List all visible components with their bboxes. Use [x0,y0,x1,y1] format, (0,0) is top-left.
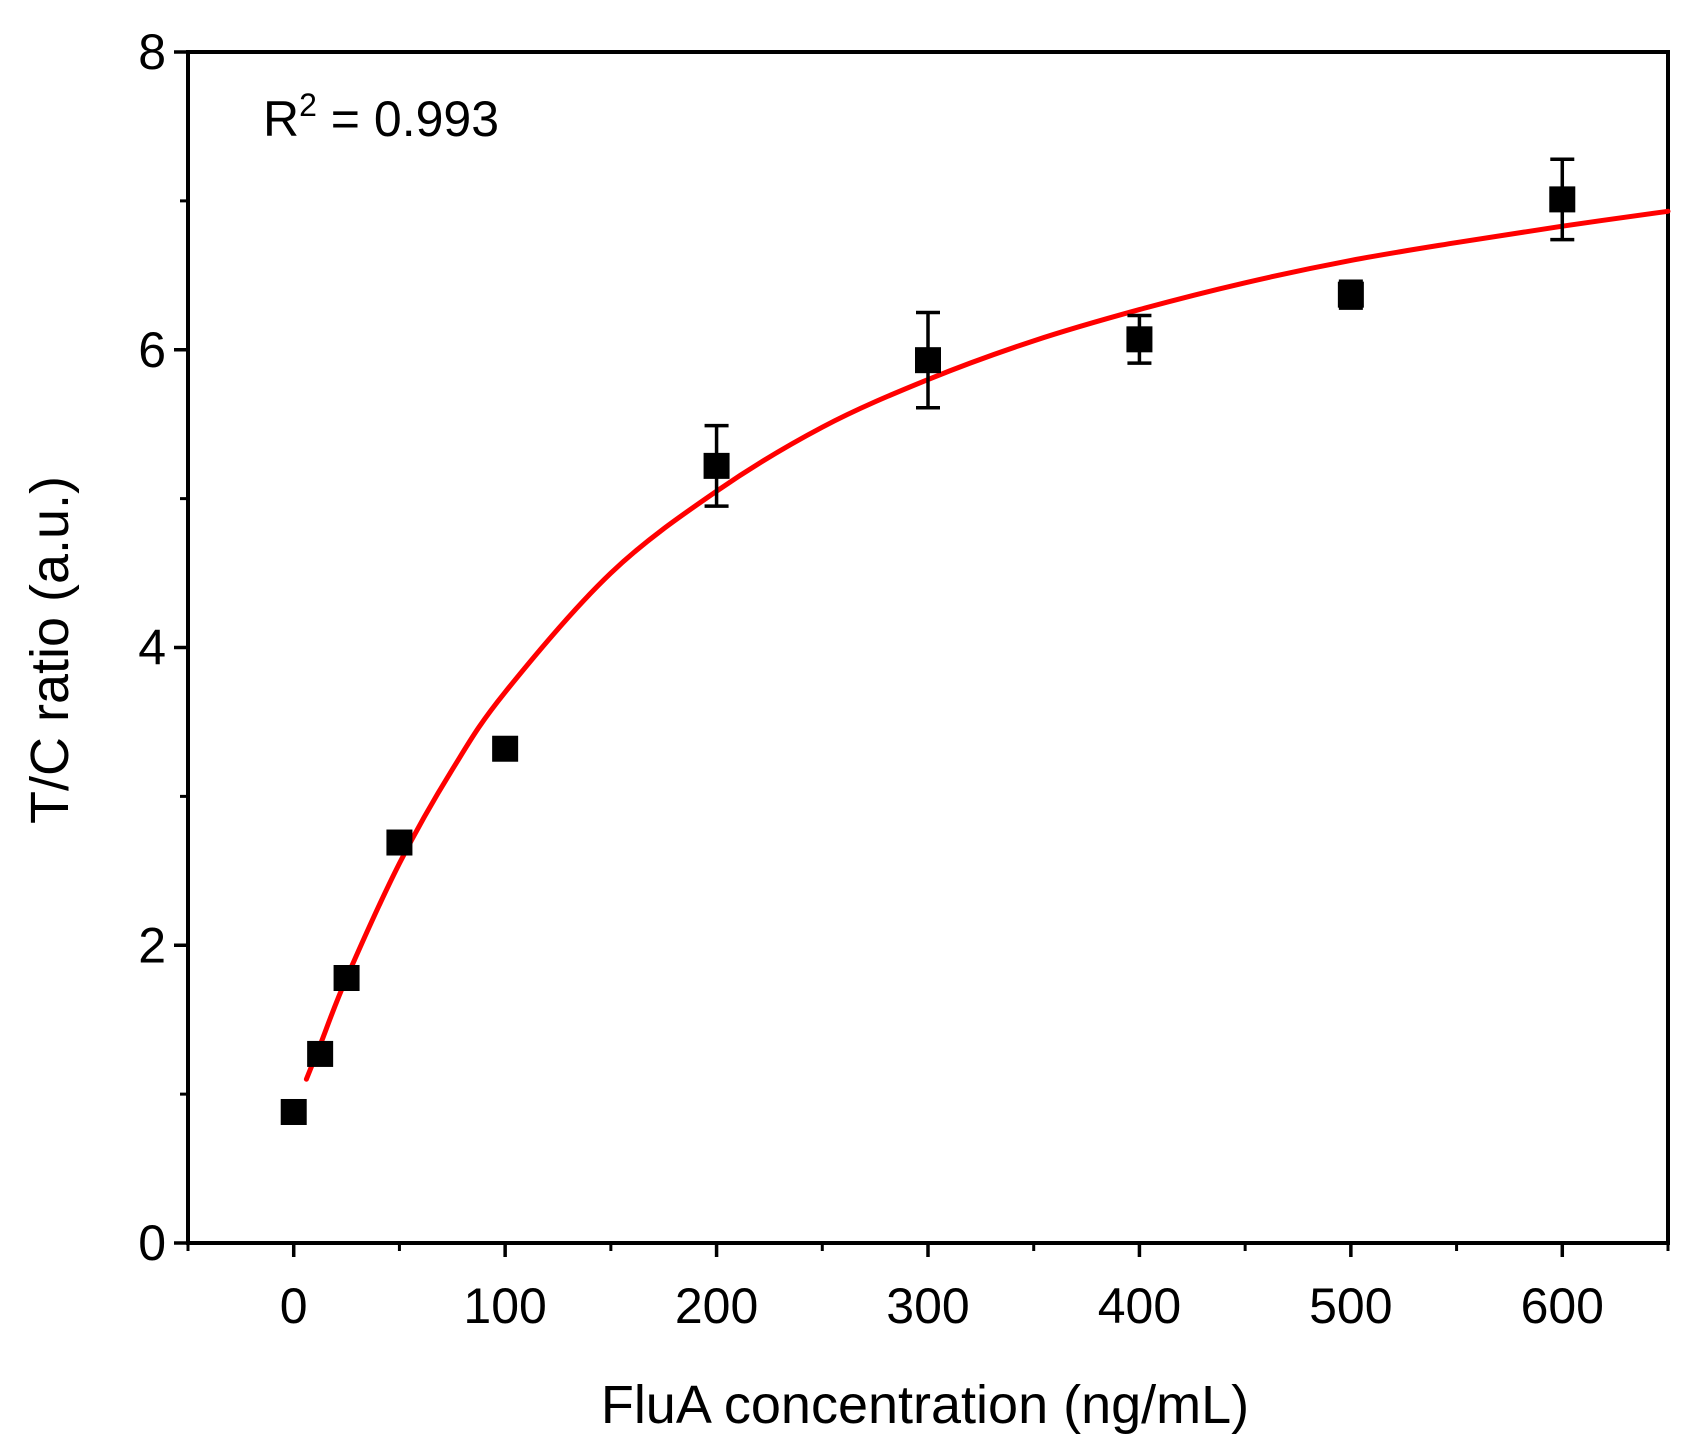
x-tick-label: 500 [1309,1278,1392,1334]
x-axis: 0 100 200 300 400 500 600 [186,1243,1670,1334]
data-point [1126,313,1153,365]
x-tick-label: 600 [1521,1278,1604,1334]
x-tick-label: 100 [463,1278,546,1334]
x-axis-title: FluA concentration (ng/mL) [601,1375,1249,1435]
data-point [1337,279,1364,310]
r-squared-annotation: R2 = 0.993 [263,87,499,147]
data-point [1549,157,1576,242]
square-marker [492,735,519,762]
plot-frame [186,50,1670,1245]
data-points-layer [280,157,1576,1125]
square-marker [1337,281,1364,308]
square-marker [915,347,941,374]
y-axis: 0 2 4 6 8 [138,24,188,1271]
square-marker [1549,186,1576,213]
fit-curve [303,208,1671,1082]
data-point [492,735,519,762]
y-tick-label: 8 [138,24,166,80]
square-marker [1126,326,1153,353]
r-squared-superscript: 2 [299,87,317,123]
data-point [280,1098,307,1125]
data-point [703,423,730,508]
y-axis-title: T/C ratio (a.u.) [20,476,80,824]
x-tick-label: 400 [1098,1278,1181,1334]
r-squared-value: = 0.993 [317,91,499,147]
y-tick-label: 0 [138,1215,166,1271]
x-tick-label: 200 [675,1278,758,1334]
y-tick-label: 2 [138,917,166,973]
y-tick-label: 6 [138,322,166,378]
fit-curve-layer [303,208,1671,1082]
x-tick-label: 300 [886,1278,969,1334]
plot-border [186,50,1670,1245]
r-squared-prefix: R [263,91,299,147]
x-tick-label: 0 [280,1278,308,1334]
data-point [307,1040,334,1067]
square-marker [307,1040,334,1067]
square-marker [386,829,413,856]
data-point [386,829,413,856]
data-point [915,310,941,410]
square-marker [333,965,360,992]
square-marker [280,1098,307,1125]
y-tick-label: 4 [138,620,166,676]
data-point [333,965,360,992]
square-marker [703,452,730,479]
